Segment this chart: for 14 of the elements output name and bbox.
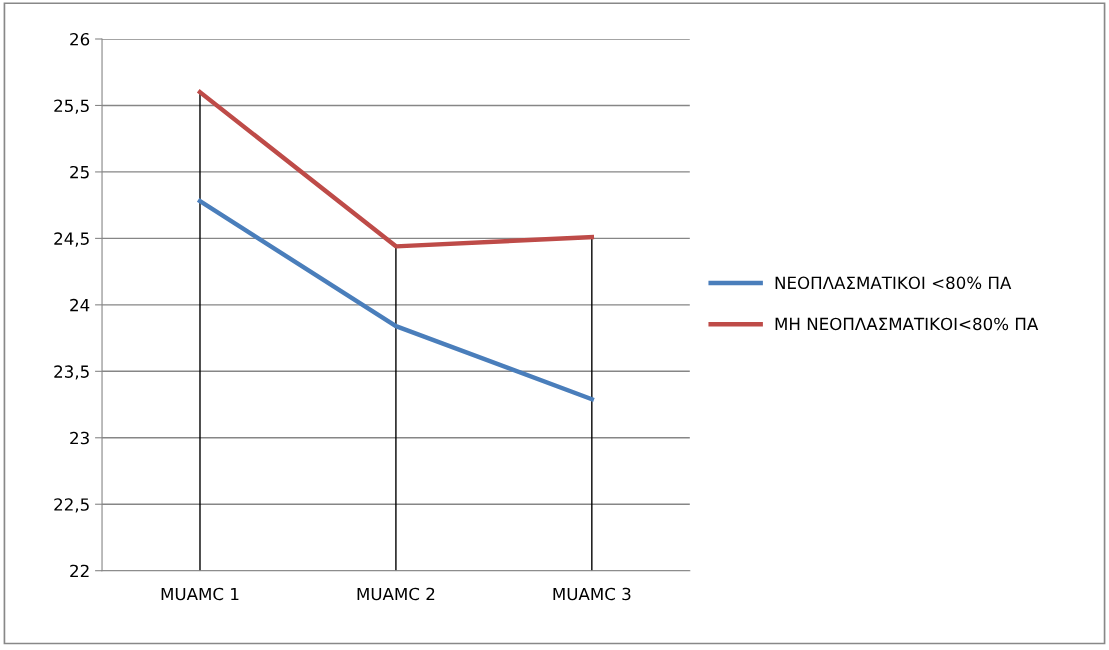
y-tick-label: 24,5 [54, 232, 89, 247]
x-tick-label: MUAMC 3 [553, 587, 631, 601]
legend-label: ΜΗ ΝΕΟΠΛΑΣΜΑΤΙΚΟΙ<80% ΠΑ [775, 317, 1039, 331]
y-tick-label: 22 [70, 564, 89, 578]
y-tick-label: 25,5 [54, 99, 89, 114]
legend-label: ΝΕΟΠΛΑΣΜΑΤΙΚΟΙ <80% ΠΑ [775, 276, 1012, 290]
y-tick-label: 25 [70, 165, 89, 179]
y-tick-label: 23 [70, 431, 89, 445]
x-tick-label: MUAMC 1 [161, 587, 239, 601]
y-tick-label: 24 [70, 298, 90, 312]
x-tick-label: MUAMC 2 [357, 587, 435, 601]
y-tick-label: 23,5 [54, 365, 89, 380]
y-tick-label: 26 [70, 32, 90, 46]
y-tick-label: 22,5 [54, 498, 89, 513]
